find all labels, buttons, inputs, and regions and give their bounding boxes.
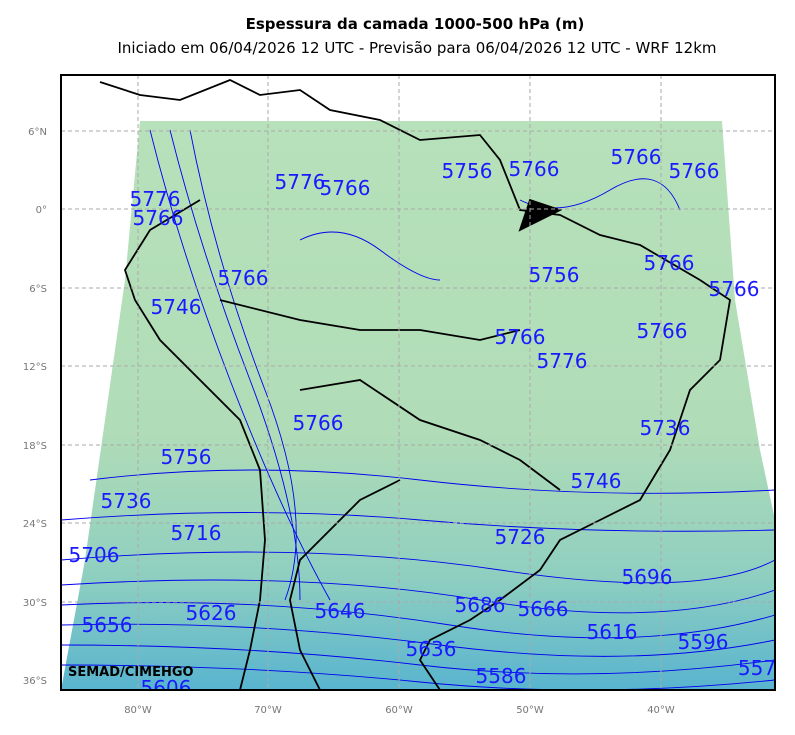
subtitle: Iniciado em 06/04/2026 12 UTC - Previsão… xyxy=(117,39,716,57)
contour-label: 5656 xyxy=(82,613,133,637)
contour-label: 5706 xyxy=(69,543,120,567)
frame xyxy=(60,74,776,691)
contour-label: 5616 xyxy=(587,620,638,644)
contour-label: 5756 xyxy=(442,159,493,183)
contour-label: 5766 xyxy=(293,411,344,435)
contour-label: 5686 xyxy=(455,593,506,617)
contour-label: 5766 xyxy=(133,206,184,230)
contour-label: 5766 xyxy=(637,319,688,343)
lat-label: 30°S xyxy=(23,598,47,609)
contour-label: 5766 xyxy=(611,145,662,169)
lat-label: 24°S xyxy=(23,519,47,530)
contour-label: 5596 xyxy=(678,630,729,654)
contour-label: 5766 xyxy=(644,251,695,275)
contour-label: 5746 xyxy=(151,295,202,319)
contour-label: 5776 xyxy=(130,187,181,211)
contour-label: 5666 xyxy=(518,597,569,621)
watermark: SEMAD/CIMEHGO xyxy=(68,665,194,680)
graticule xyxy=(61,75,775,690)
contour-label: 5746 xyxy=(571,469,622,493)
contour-label: 5736 xyxy=(101,489,152,513)
contour-label: 5776 xyxy=(537,349,588,373)
contour-label: 5736 xyxy=(640,416,691,440)
contour-label: 5726 xyxy=(495,525,546,549)
lon-label: 70°W xyxy=(254,705,282,716)
lon-label: 60°W xyxy=(385,705,413,716)
contour-label: 5696 xyxy=(622,565,673,589)
contour-label: 557 xyxy=(738,656,776,680)
contour-label: 5716 xyxy=(171,521,222,545)
contour-label: 5646 xyxy=(315,599,366,623)
lat-label: 6°S xyxy=(29,284,47,295)
contour-label: 5766 xyxy=(509,157,560,181)
contour-label: 5756 xyxy=(529,263,580,287)
axis-labels: 6°N 0° 6°S 12°S 18°S 24°S 30°S 36°S 80°W 70°W 60°W… xyxy=(23,127,675,716)
field xyxy=(61,121,775,690)
lon-label: 50°W xyxy=(516,705,544,716)
contour-label: 5756 xyxy=(161,445,212,469)
contour-label: 5586 xyxy=(476,664,527,688)
contour-label: 5766 xyxy=(218,266,269,290)
lat-label: 18°S xyxy=(23,441,47,452)
lat-label: 36°S xyxy=(23,676,47,687)
contour-label: 5636 xyxy=(406,637,457,661)
contour-label: 5626 xyxy=(186,601,237,625)
contour-label: 5766 xyxy=(669,159,720,183)
contour-label: 5766 xyxy=(495,325,546,349)
contour-label: 5766 xyxy=(709,277,760,301)
coastlines xyxy=(99,79,731,690)
title: Espessura da camada 1000-500 hPa (m) xyxy=(246,15,585,33)
lat-label: 12°S xyxy=(23,362,47,373)
lat-label: 6°N xyxy=(28,127,47,138)
contour-label: 5776 xyxy=(275,170,326,194)
lon-label: 40°W xyxy=(647,705,675,716)
contour-label: 5766 xyxy=(320,176,371,200)
lat-label: 0° xyxy=(36,205,47,216)
lon-label: 80°W xyxy=(124,705,152,716)
contour-label: 5606 xyxy=(141,676,192,700)
